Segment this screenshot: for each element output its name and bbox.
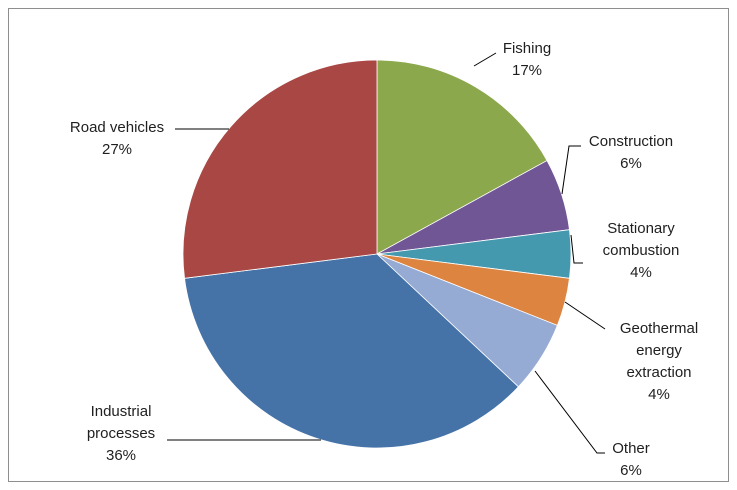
chart-frame: Fishing 17% Construction 6% Stationary combus… <box>8 8 729 482</box>
pie-slice-industrial-processes <box>184 253 519 449</box>
leader-line-fishing <box>473 52 497 67</box>
data-label-geothermal-energy-extraction: Geothermal energy extraction 4% <box>620 320 698 403</box>
leader-lines <box>167 52 606 454</box>
pie-slices <box>182 59 572 449</box>
leader-line-construction <box>561 145 581 195</box>
data-labels: Fishing 17% Construction 6% Stationary combus… <box>70 40 698 479</box>
pie-slice-road-vehicles <box>182 59 378 279</box>
data-label-other: Other 6% <box>612 440 650 479</box>
leader-line-other <box>534 370 605 454</box>
data-label-industrial-processes: Industrial processes 36% <box>87 403 155 464</box>
data-label-construction: Construction 6% <box>589 133 673 172</box>
data-label-fishing: Fishing 17% <box>503 40 551 79</box>
data-label-road-vehicles: Road vehicles 27% <box>70 119 164 158</box>
data-label-stationary-combustion: Stationary combustion 4% <box>603 220 680 281</box>
leader-line-geothermal-energy-extraction <box>564 301 606 330</box>
leader-line-stationary-combustion <box>570 234 583 264</box>
pie-chart: Fishing 17% Construction 6% Stationary combus… <box>70 40 698 479</box>
pie-slice-fishing <box>376 59 548 255</box>
